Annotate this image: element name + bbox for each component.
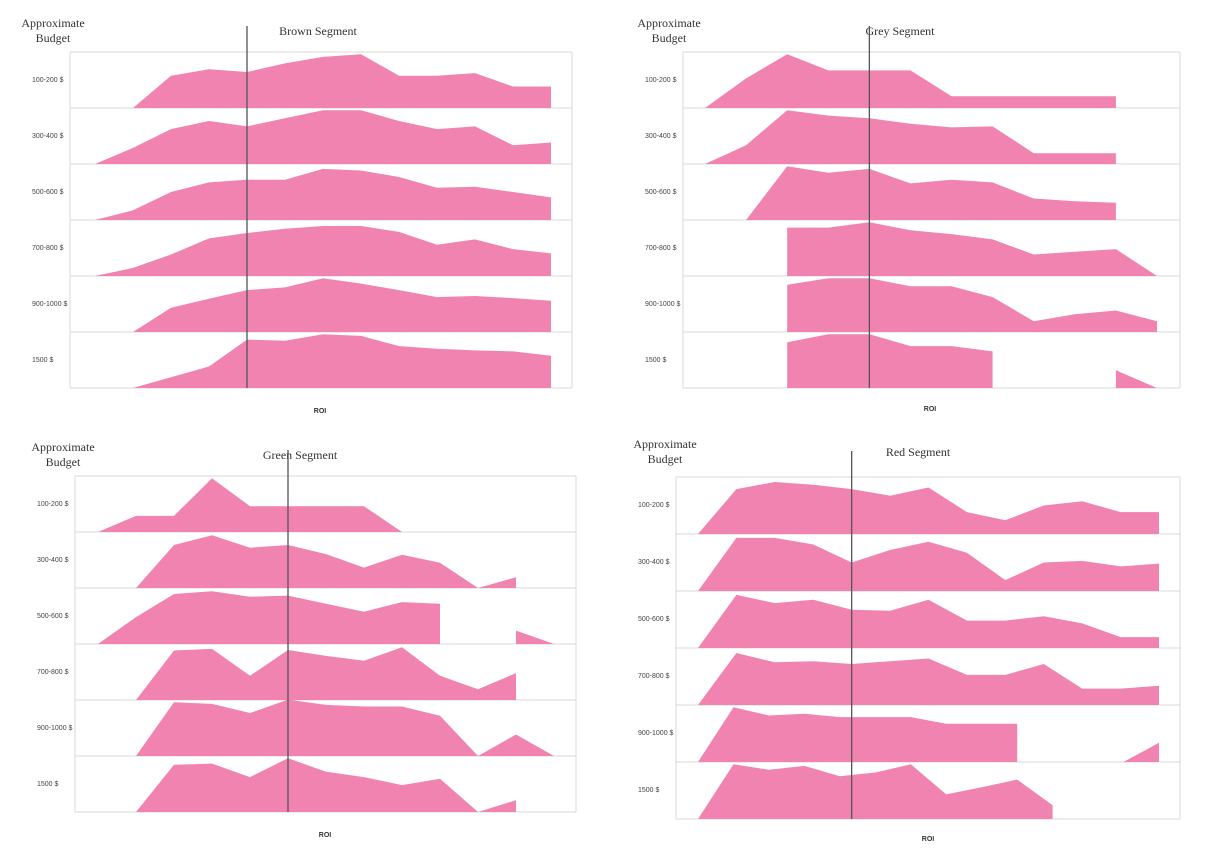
area-100-200-part-0: [698, 482, 1159, 534]
area-900-1000-part-1: [787, 278, 1157, 332]
row-label: 300-400 $: [37, 557, 69, 564]
y-axis-title: Approximate Budget: [31, 440, 95, 469]
row-label: 1500 $: [32, 357, 54, 364]
x-axis-label: ROI: [313, 408, 327, 415]
area-900-1000-part-0: [95, 278, 551, 332]
row-label: 700-800 $: [638, 673, 670, 680]
chart-title: Green Segment: [262, 448, 338, 462]
row-label: 900-1000 $: [32, 301, 68, 308]
row-label: 1500 $: [645, 357, 667, 364]
row-label: 100-200 $: [638, 502, 670, 509]
row-label: 900-1000 $: [638, 730, 674, 737]
x-axis-label: ROI: [921, 836, 935, 843]
chart-title: Grey Segment: [865, 24, 935, 38]
row-label: 900-1000 $: [37, 725, 73, 732]
area-500-600-part-0: [698, 594, 1159, 648]
row-label: 500-600 $: [32, 189, 64, 196]
area-1500-part-0: [698, 764, 1053, 819]
row-label: 300-400 $: [32, 133, 64, 140]
row-label: 700-800 $: [37, 669, 69, 676]
y-axis-title: Approximate Budget: [21, 16, 85, 45]
row-label: 300-400 $: [645, 133, 677, 140]
area-100-200-part-0: [98, 478, 402, 532]
row-label: 500-600 $: [37, 613, 69, 620]
area-900-1000-part-1: [1123, 742, 1159, 762]
x-axis-label: ROI: [318, 832, 332, 839]
area-1500-part-0: [95, 334, 551, 388]
row-label: 900-1000 $: [645, 301, 681, 308]
area-1500-part-2: [1115, 370, 1157, 388]
row-label: 300-400 $: [638, 559, 670, 566]
row-label: 700-800 $: [32, 245, 64, 252]
row-label: 500-600 $: [638, 616, 670, 623]
x-axis-label: ROI: [923, 406, 937, 413]
row-label: 1500 $: [37, 781, 59, 788]
area-500-600-part-0: [705, 166, 1116, 220]
area-700-800-part-0: [98, 647, 516, 700]
area-1500-part-0: [98, 758, 516, 812]
y-axis-title: Approximate Budget: [633, 437, 697, 466]
chart-title: Red Segment: [885, 445, 951, 459]
area-500-600-part-0: [98, 591, 440, 644]
y-axis-title: Approximate Budget: [637, 16, 701, 45]
area-700-800-part-0: [698, 653, 1159, 705]
area-500-600-part-1: [516, 630, 554, 644]
area-500-600-part-0: [95, 168, 551, 220]
row-label: 100-200 $: [37, 501, 69, 508]
area-300-400-part-0: [98, 535, 516, 588]
area-900-1000-part-0: [698, 707, 1018, 762]
row-label: 100-200 $: [32, 77, 64, 84]
area-300-400-part-0: [705, 110, 1116, 164]
area-1500-part-1: [787, 334, 993, 388]
area-300-400-part-0: [95, 110, 551, 164]
area-100-200-part-0: [95, 54, 551, 108]
area-100-200-part-0: [705, 54, 1116, 108]
row-label: 700-800 $: [645, 245, 677, 252]
area-700-800-part-0: [95, 226, 551, 276]
row-label: 1500 $: [638, 787, 660, 794]
row-label: 100-200 $: [645, 77, 677, 84]
row-label: 500-600 $: [645, 189, 677, 196]
area-700-800-part-1: [787, 222, 1157, 276]
area-900-1000-part-0: [98, 699, 554, 756]
area-300-400-part-0: [698, 537, 1159, 591]
chart-title: Brown Segment: [279, 24, 357, 38]
